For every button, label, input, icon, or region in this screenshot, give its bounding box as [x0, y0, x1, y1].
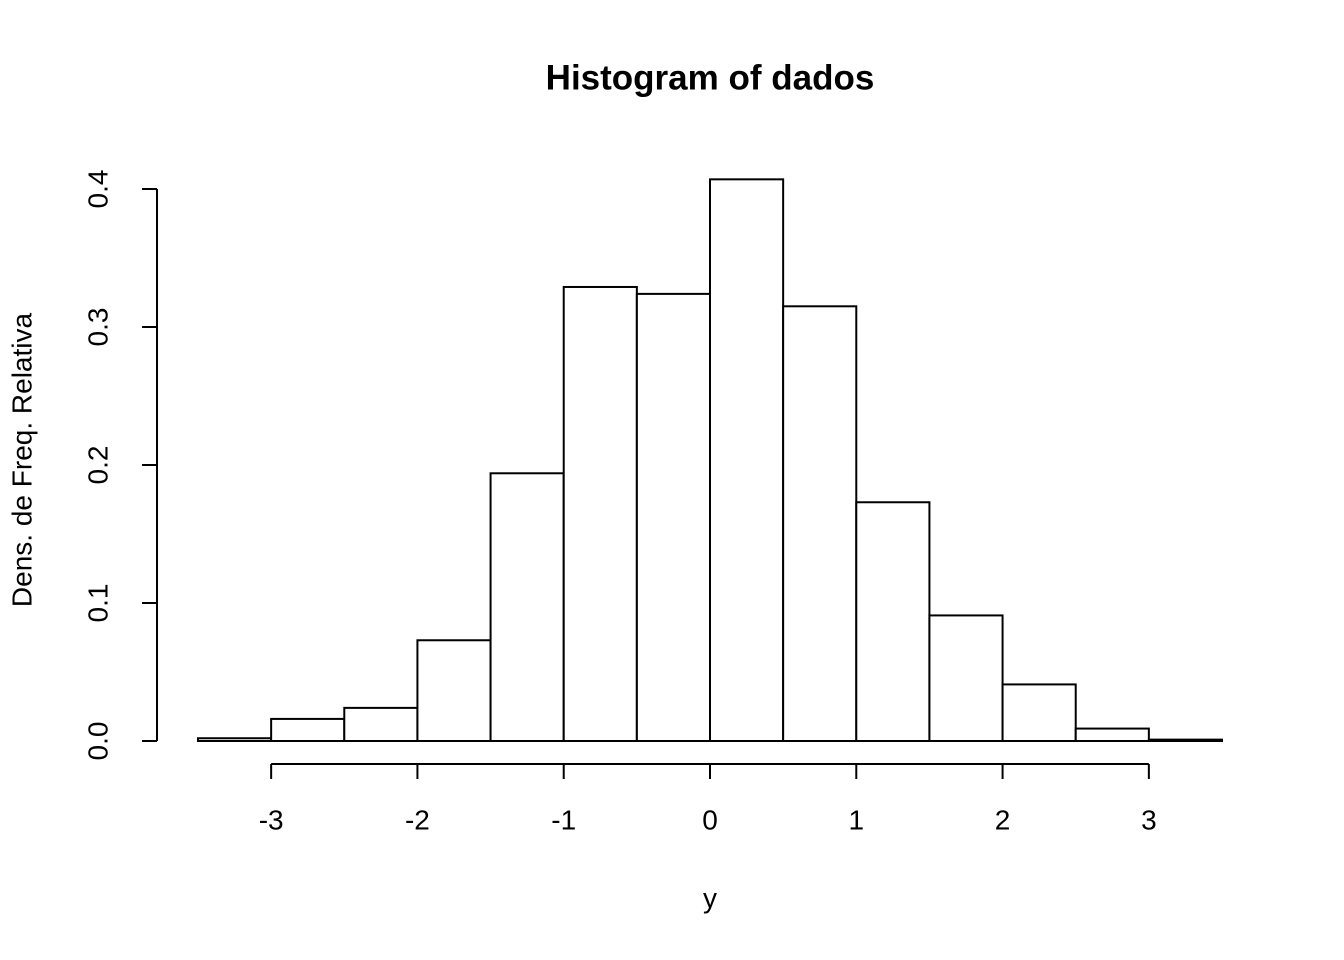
bar: [709, 178, 785, 742]
bar: [1074, 727, 1150, 743]
x-tick-label: -2: [405, 804, 430, 835]
y-tick-label: 0.2: [82, 446, 113, 485]
bar: [562, 285, 638, 742]
x-tick-label: 2: [995, 804, 1011, 835]
y-tick-label: 0.0: [82, 722, 113, 761]
bar: [197, 737, 273, 742]
bar: [1147, 738, 1224, 742]
bar: [270, 717, 346, 742]
bar: [489, 472, 565, 742]
x-tick-label: -1: [551, 804, 576, 835]
bar: [635, 292, 711, 742]
bar: [782, 305, 858, 742]
y-tick-label: 0.4: [82, 170, 113, 209]
y-tick-label: 0.1: [82, 584, 113, 623]
bar: [1001, 683, 1077, 742]
x-tick-label: 3: [1141, 804, 1157, 835]
bar: [928, 614, 1004, 742]
bar: [416, 639, 492, 743]
x-tick-label: -3: [259, 804, 284, 835]
x-tick-label: 0: [702, 804, 718, 835]
y-axis-label: Dens. de Freq. Relativa: [6, 313, 37, 608]
x-axis-label: y: [703, 882, 717, 913]
y-tick-label: 0.3: [82, 308, 113, 347]
x-tick-label: 1: [848, 804, 864, 835]
chart-title: Histogram of dados: [546, 58, 875, 97]
bar: [855, 501, 931, 743]
bar: [343, 706, 419, 743]
